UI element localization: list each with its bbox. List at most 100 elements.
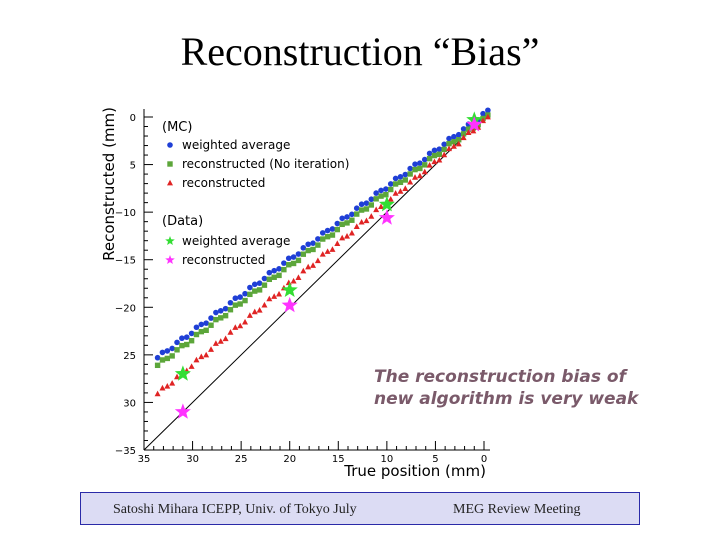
point-triangle xyxy=(203,351,210,358)
point-triangle xyxy=(421,168,428,175)
point-square xyxy=(388,186,394,193)
point-triangle xyxy=(242,318,249,325)
point-circle xyxy=(271,267,277,274)
point-square xyxy=(154,362,161,369)
point-triangle xyxy=(436,156,443,163)
point-circle xyxy=(203,320,209,326)
point-circle xyxy=(363,200,370,206)
x-tick-label: 20 xyxy=(283,454,296,465)
point-circle xyxy=(392,175,399,182)
point-square xyxy=(188,338,195,344)
point-triangle xyxy=(470,127,477,134)
point-square xyxy=(218,315,224,321)
point-triangle xyxy=(324,248,331,254)
point-triangle xyxy=(164,382,171,389)
point-circle xyxy=(446,135,452,142)
point-triangle xyxy=(363,217,370,224)
point-square xyxy=(373,196,379,202)
point-triangle xyxy=(193,356,200,363)
point-circle xyxy=(460,126,467,132)
point-triangle xyxy=(465,129,472,136)
point-square xyxy=(358,207,365,213)
point-triangle xyxy=(353,223,360,229)
point-triangle xyxy=(480,117,487,124)
point-square xyxy=(300,251,307,257)
point-triangle xyxy=(174,373,181,380)
point-square xyxy=(383,192,389,198)
point-circle xyxy=(251,281,258,288)
point-square xyxy=(402,177,409,183)
point-circle xyxy=(198,321,205,328)
point-square xyxy=(310,246,316,253)
point-circle xyxy=(412,161,418,168)
point-square xyxy=(281,266,287,273)
point-square xyxy=(441,146,447,153)
point-square xyxy=(368,202,375,208)
point-circle xyxy=(324,227,331,234)
point-triangle xyxy=(373,206,380,213)
point-triangle xyxy=(334,240,341,247)
point-triangle xyxy=(402,185,409,191)
point-triangle xyxy=(290,277,297,284)
point-square xyxy=(164,355,171,362)
point-triangle xyxy=(261,301,268,308)
point-square xyxy=(198,328,205,335)
point-star xyxy=(466,116,483,132)
point-square xyxy=(295,257,302,264)
point-triangle xyxy=(251,308,258,315)
footer-author: Satoshi Mihara ICEPP, Univ. of Tokyo Jul… xyxy=(113,502,357,517)
point-square xyxy=(237,301,243,307)
point-triangle xyxy=(431,158,438,165)
point-circle xyxy=(329,226,336,232)
point-triangle xyxy=(227,329,234,335)
legend-marker-star xyxy=(165,236,175,245)
point-square xyxy=(193,331,200,338)
point-circle xyxy=(368,196,375,203)
legend-data-header: (Data) xyxy=(162,214,203,229)
point-square xyxy=(203,327,209,334)
point-square xyxy=(256,287,263,293)
point-square xyxy=(276,272,282,279)
point-circle xyxy=(485,107,491,114)
point-square xyxy=(412,166,418,173)
point-triangle xyxy=(217,338,224,344)
point-circle xyxy=(164,348,171,354)
point-circle xyxy=(431,147,438,154)
point-square xyxy=(252,288,258,294)
point-triangle xyxy=(232,324,239,330)
point-circle xyxy=(421,156,428,163)
point-square xyxy=(354,211,360,217)
point-triangle xyxy=(407,178,414,185)
point-square xyxy=(456,137,462,143)
legend-label: weighted average xyxy=(182,138,290,152)
point-circle xyxy=(349,211,355,218)
point-circle xyxy=(222,305,229,312)
x-tick-label: 25 xyxy=(235,454,248,465)
point-square xyxy=(159,357,166,363)
point-circle xyxy=(358,201,365,208)
y-tick-label: −15 xyxy=(115,256,136,267)
point-square xyxy=(460,131,467,137)
point-star xyxy=(174,365,191,381)
point-square xyxy=(286,262,292,268)
point-square xyxy=(451,139,457,145)
point-triangle xyxy=(450,143,457,149)
point-circle xyxy=(402,171,409,178)
legend-marker-square xyxy=(167,161,173,167)
point-square xyxy=(324,233,331,240)
legend-label: reconstructed (No iteration) xyxy=(182,157,349,171)
slide-title: Reconstruction “Bias” xyxy=(180,29,540,74)
footer-meeting: MEG Review Meeting xyxy=(453,502,581,517)
point-square xyxy=(242,297,248,304)
point-square xyxy=(213,316,219,323)
point-circle xyxy=(334,220,341,227)
point-square xyxy=(344,220,350,226)
legend-label: weighted average xyxy=(182,234,290,248)
point-circle xyxy=(159,349,166,356)
point-triangle xyxy=(266,295,273,302)
point-square xyxy=(290,260,297,267)
y-tick-label: −35 xyxy=(115,446,136,457)
point-square xyxy=(305,247,311,254)
point-triangle xyxy=(397,188,404,194)
label-layer: True position (mm) Reconstructed (mm) The … xyxy=(100,107,660,480)
